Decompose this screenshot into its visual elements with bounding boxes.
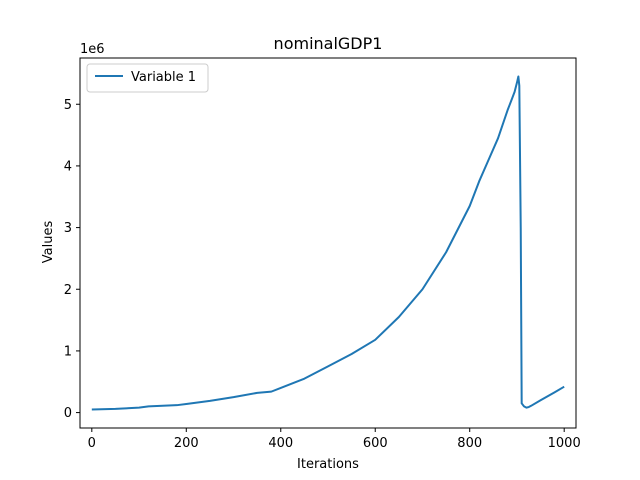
- x-tick-label: 800: [457, 436, 482, 451]
- y-axis-label: Values: [41, 221, 56, 264]
- x-tick-label: 1000: [548, 436, 581, 451]
- x-tick-label: 0: [88, 436, 96, 451]
- plot-area: [91, 75, 565, 411]
- x-tick-label: 200: [174, 436, 199, 451]
- legend: Variable 1: [86, 63, 209, 93]
- y-offset-label: 1e6: [80, 42, 105, 57]
- y-tick-label: 4: [64, 159, 72, 174]
- chart-title: nominalGDP1: [274, 34, 383, 53]
- y-tick-label: 1: [64, 344, 72, 359]
- x-tick-label: 600: [363, 436, 388, 451]
- y-tick-label: 0: [64, 406, 72, 421]
- series-line: [91, 75, 565, 411]
- x-axis-label: Iterations: [297, 457, 359, 472]
- y-tick-label: 3: [64, 221, 72, 236]
- legend-label: Variable 1: [131, 70, 196, 85]
- y-tick-label: 2: [64, 283, 72, 298]
- y-tick-label: 5: [64, 98, 72, 113]
- x-axis: 0 200 400 600 800 1000: [88, 428, 581, 451]
- y-axis: 0 1 2 3 4 5: [64, 98, 80, 421]
- legend-box: [86, 63, 209, 93]
- x-tick-label: 400: [268, 436, 293, 451]
- axes-frame: [79, 57, 577, 429]
